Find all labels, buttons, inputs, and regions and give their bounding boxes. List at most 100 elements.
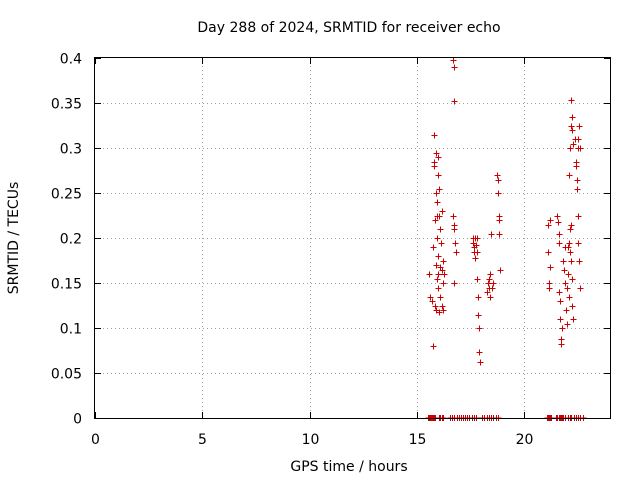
data-point xyxy=(575,213,582,220)
data-point xyxy=(433,262,440,269)
data-point xyxy=(569,127,576,134)
data-point xyxy=(555,219,562,226)
data-point xyxy=(558,341,565,348)
data-point xyxy=(435,271,442,278)
data-point xyxy=(496,231,503,238)
data-point xyxy=(484,289,491,296)
data-point xyxy=(429,298,436,305)
data-point xyxy=(565,244,572,251)
data-point xyxy=(435,154,442,161)
data-point xyxy=(576,258,583,265)
data-point xyxy=(438,240,445,247)
data-point xyxy=(556,289,563,296)
data-point xyxy=(496,217,503,224)
data-point xyxy=(427,294,434,301)
data-point xyxy=(439,267,446,274)
data-point xyxy=(575,136,582,143)
data-point xyxy=(474,276,481,283)
y-tick-label: 0 xyxy=(73,412,82,428)
data-point xyxy=(432,303,439,310)
plot-frame xyxy=(94,57,611,419)
data-point xyxy=(433,190,440,197)
data-point xyxy=(436,186,443,193)
y-tick-label: 0.1 xyxy=(60,322,82,338)
y-tick-labels: 0 0.05 0.1 0.15 0.2 0.25 0.3 0.35 0.4 xyxy=(51,52,82,428)
data-point xyxy=(439,208,446,215)
data-point xyxy=(489,285,496,292)
y-axis-label: SRMTID / TECUs xyxy=(6,182,22,295)
data-point xyxy=(430,244,437,251)
data-point xyxy=(436,213,443,220)
data-point xyxy=(437,294,444,301)
data-point xyxy=(474,235,481,242)
data-point xyxy=(494,172,501,179)
data-point xyxy=(569,303,576,310)
data-point xyxy=(559,325,566,332)
x-tick-label: 15 xyxy=(409,432,427,448)
data-point xyxy=(574,177,581,184)
data-point xyxy=(426,271,433,278)
data-point xyxy=(473,242,480,249)
data-point xyxy=(545,222,552,229)
data-point xyxy=(577,145,584,152)
data-point xyxy=(430,343,437,350)
data-point xyxy=(439,303,446,310)
y-tick-label: 0.2 xyxy=(60,232,82,248)
data-point xyxy=(452,240,459,247)
data-point xyxy=(547,217,554,224)
data-point xyxy=(450,213,457,220)
y-tick-label: 0.35 xyxy=(51,97,82,113)
y-tick-label: 0.4 xyxy=(60,52,82,68)
data-point xyxy=(557,298,564,305)
data-point xyxy=(437,226,444,233)
data-point xyxy=(490,280,497,287)
data-point xyxy=(573,163,580,170)
x-tick-labels: 0 5 10 15 20 xyxy=(91,432,533,448)
data-point xyxy=(576,123,583,130)
data-point xyxy=(561,267,568,274)
data-point xyxy=(451,280,458,287)
data-point xyxy=(563,307,570,314)
data-point xyxy=(565,271,572,278)
chart-title: Day 288 of 2024, SRMTID for receiver ech… xyxy=(197,20,500,36)
data-point xyxy=(564,285,571,292)
data-point xyxy=(570,141,577,148)
data-point xyxy=(556,231,563,238)
data-point xyxy=(488,231,495,238)
data-point xyxy=(568,123,575,130)
data-point xyxy=(433,150,440,157)
data-point xyxy=(487,271,494,278)
data-point xyxy=(477,359,484,366)
data-point xyxy=(431,132,438,139)
data-point xyxy=(567,145,574,152)
grid xyxy=(95,58,610,418)
data-point xyxy=(570,316,577,323)
data-point xyxy=(486,276,493,283)
data-point xyxy=(554,213,561,220)
x-tick-label: 20 xyxy=(516,432,534,448)
data-point xyxy=(495,190,502,197)
data-point xyxy=(476,325,483,332)
data-point xyxy=(568,258,575,265)
data-point xyxy=(475,294,482,301)
data-point xyxy=(567,249,574,256)
y-tick-label: 0.15 xyxy=(51,277,82,293)
data-point xyxy=(453,249,460,256)
data-point xyxy=(435,172,442,179)
data-point xyxy=(567,226,574,233)
data-point xyxy=(451,98,458,105)
data-point xyxy=(441,271,448,278)
data-point xyxy=(575,240,582,247)
data-point xyxy=(566,240,573,247)
x-tick-label: 0 xyxy=(91,432,100,448)
data-point xyxy=(436,309,443,316)
data-point xyxy=(569,276,576,283)
y-tick-label: 0.05 xyxy=(51,367,82,383)
data-point xyxy=(450,57,457,64)
data-point xyxy=(431,163,438,170)
data-point xyxy=(547,264,554,271)
data-point xyxy=(434,276,441,283)
data-point xyxy=(432,217,439,224)
